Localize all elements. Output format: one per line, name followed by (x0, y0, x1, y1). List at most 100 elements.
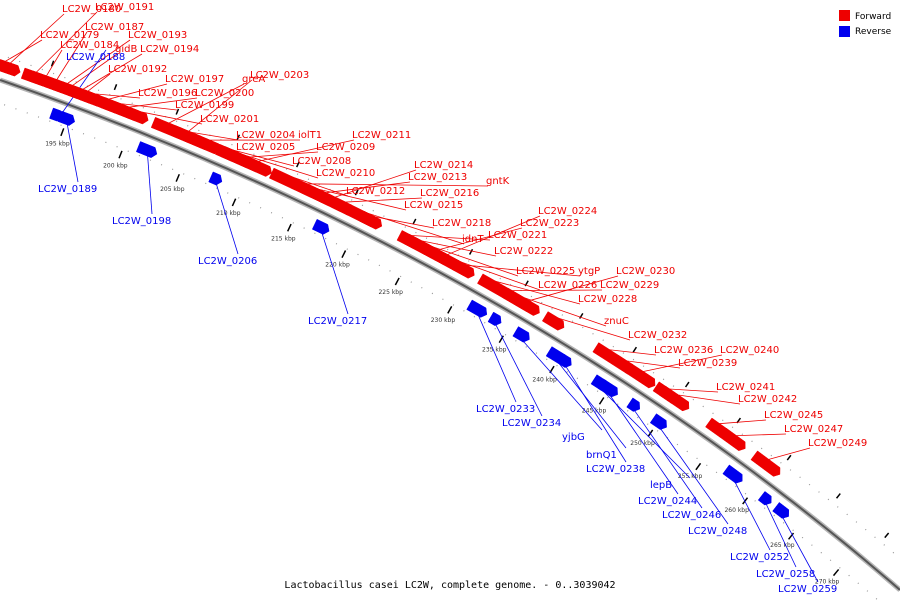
forward-gene-arrow (611, 354, 634, 375)
forward-leader-line (624, 360, 681, 369)
forward-gene-label: LC2W_0215 (404, 200, 463, 211)
forward-gene-arrow (750, 450, 781, 477)
forward-leader-line (237, 152, 319, 179)
backbone-line (0, 79, 900, 591)
forward-leader-line (509, 289, 603, 292)
reverse-gene-arrow (135, 141, 158, 158)
reverse-leader-line (56, 49, 107, 121)
tick-mark (60, 128, 65, 137)
reverse-gene-arrow (311, 218, 330, 235)
forward-gene-arrow (719, 427, 746, 451)
forward-leader-line (256, 139, 355, 162)
reverse-gene-arrow (757, 491, 772, 506)
forward-leader-line (87, 73, 111, 92)
forward-gene-arrow (183, 130, 211, 150)
forward-gene-label: LC2W_0187 (85, 22, 144, 33)
forward-gene-label: LC2W_0208 (292, 156, 351, 167)
tick-mark (447, 305, 453, 314)
forward-leader-line (167, 83, 245, 124)
forward-gene-label: znuC (604, 316, 629, 327)
forward-tick-mark (50, 60, 55, 67)
reverse-leader-line (495, 324, 543, 417)
forward-gene-label: greA (242, 74, 265, 85)
forward-tick-mark (835, 493, 841, 499)
tick-mark (231, 198, 237, 207)
tick-mark (695, 462, 702, 471)
tick-mark (341, 250, 347, 259)
forward-gene-arrow (300, 182, 328, 203)
forward-gene-label: LC2W_0199 (175, 100, 234, 111)
forward-tick-mark (884, 532, 890, 539)
forward-gene-label: LC2W_0230 (616, 266, 675, 277)
forward-gene-label: LC2W_0224 (538, 206, 597, 217)
legend: Forward Reverse (839, 10, 892, 37)
forward-gene-label: gntK (486, 176, 510, 187)
forward-leader-line (409, 235, 491, 241)
forward-leader-line (362, 211, 465, 245)
tick-label: 235 kbp (482, 346, 507, 353)
forward-gene-arrow (0, 59, 20, 77)
legend-forward-label: Forward (855, 12, 891, 22)
forward-leader-line (675, 394, 741, 405)
reverse-leader-line (557, 361, 627, 449)
forward-leader-line (324, 181, 411, 194)
forward-tick-mark (113, 84, 118, 91)
forward-tick-mark (175, 108, 180, 115)
forward-gene-label: LC2W_0214 (414, 160, 473, 171)
forward-leader-line (607, 349, 657, 356)
forward-gene-label: LC2W_0194 (140, 44, 199, 55)
forward-gene-label: LC2W_0191 (95, 2, 154, 13)
reverse-leader-line (733, 480, 771, 551)
forward-gene-arrow (125, 106, 149, 125)
reverse-leader-line (659, 427, 729, 525)
forward-leader-line (66, 39, 131, 85)
reverse-gene-arrow (466, 299, 488, 318)
forward-gene-label: LC2W_0242 (738, 394, 797, 405)
forward-leader-line (518, 295, 607, 327)
tick-mark (118, 150, 123, 159)
reverse-gene-arrow (626, 397, 640, 412)
forward-gene-label: LC2W_0180 (62, 4, 121, 15)
reverse-gene-arrow (557, 353, 572, 368)
reverse-gene-arrow (208, 171, 223, 186)
forward-gene-label: LC2W_0249 (808, 438, 867, 449)
reverse-leader-line (522, 340, 603, 431)
forward-gene-label: LC2W_0200 (195, 88, 254, 99)
forward-gene-label: LC2W_0223 (520, 218, 579, 229)
forward-gene-label: LC2W_0213 (408, 172, 467, 183)
forward-gene-arrow (79, 89, 103, 107)
reverse-gene-label: LC2W_0258 (756, 569, 815, 580)
reverse-leader-line (565, 366, 627, 463)
forward-gene-label: ytgP (578, 266, 600, 277)
kbp-ticks: 195 kbp 200 kbp 205 kbp 210 kbp 215 kbp 220 k… (45, 60, 890, 585)
reverse-gene-label: LC2W_0198 (112, 216, 171, 227)
forward-gene-label: LC2W_0247 (784, 424, 843, 435)
reverse-leader-line (781, 516, 819, 583)
forward-gene-label: LC2W_0209 (316, 142, 375, 153)
forward-gene-label: LC2W_0221 (488, 230, 547, 241)
reverse-gene-label: yjbG (562, 432, 585, 443)
tick-mark (286, 223, 292, 232)
forward-gene-arrow (345, 204, 378, 228)
forward-gene-label: LC2W_0226 (538, 280, 597, 291)
forward-tick-mark (354, 189, 359, 196)
reverse-gene-arrow (772, 502, 790, 519)
forward-gene-label: LC2W_0179 (40, 30, 99, 41)
tick-label: 205 kbp (160, 186, 185, 193)
reverse-gene-label: LC2W_0238 (586, 464, 645, 475)
tick-label: 225 kbp (378, 289, 403, 296)
genome-backbone (0, 56, 900, 600)
forward-gene-label: gidB (115, 44, 137, 55)
forward-gene-arrow (659, 385, 690, 412)
forward-gene-arrow (541, 311, 565, 331)
forward-gene-label: LC2W_0210 (316, 168, 375, 179)
forward-gene-label: LC2W_0211 (352, 130, 411, 141)
forward-leader-line (717, 419, 767, 425)
forward-gene-label: LC2W_0192 (108, 64, 167, 75)
forward-leader-line (9, 13, 65, 64)
forward-gene-label: LC2W_0201 (200, 114, 259, 125)
forward-leader-line (227, 148, 295, 167)
reverse-gene-label: LC2W_0259 (778, 584, 837, 595)
